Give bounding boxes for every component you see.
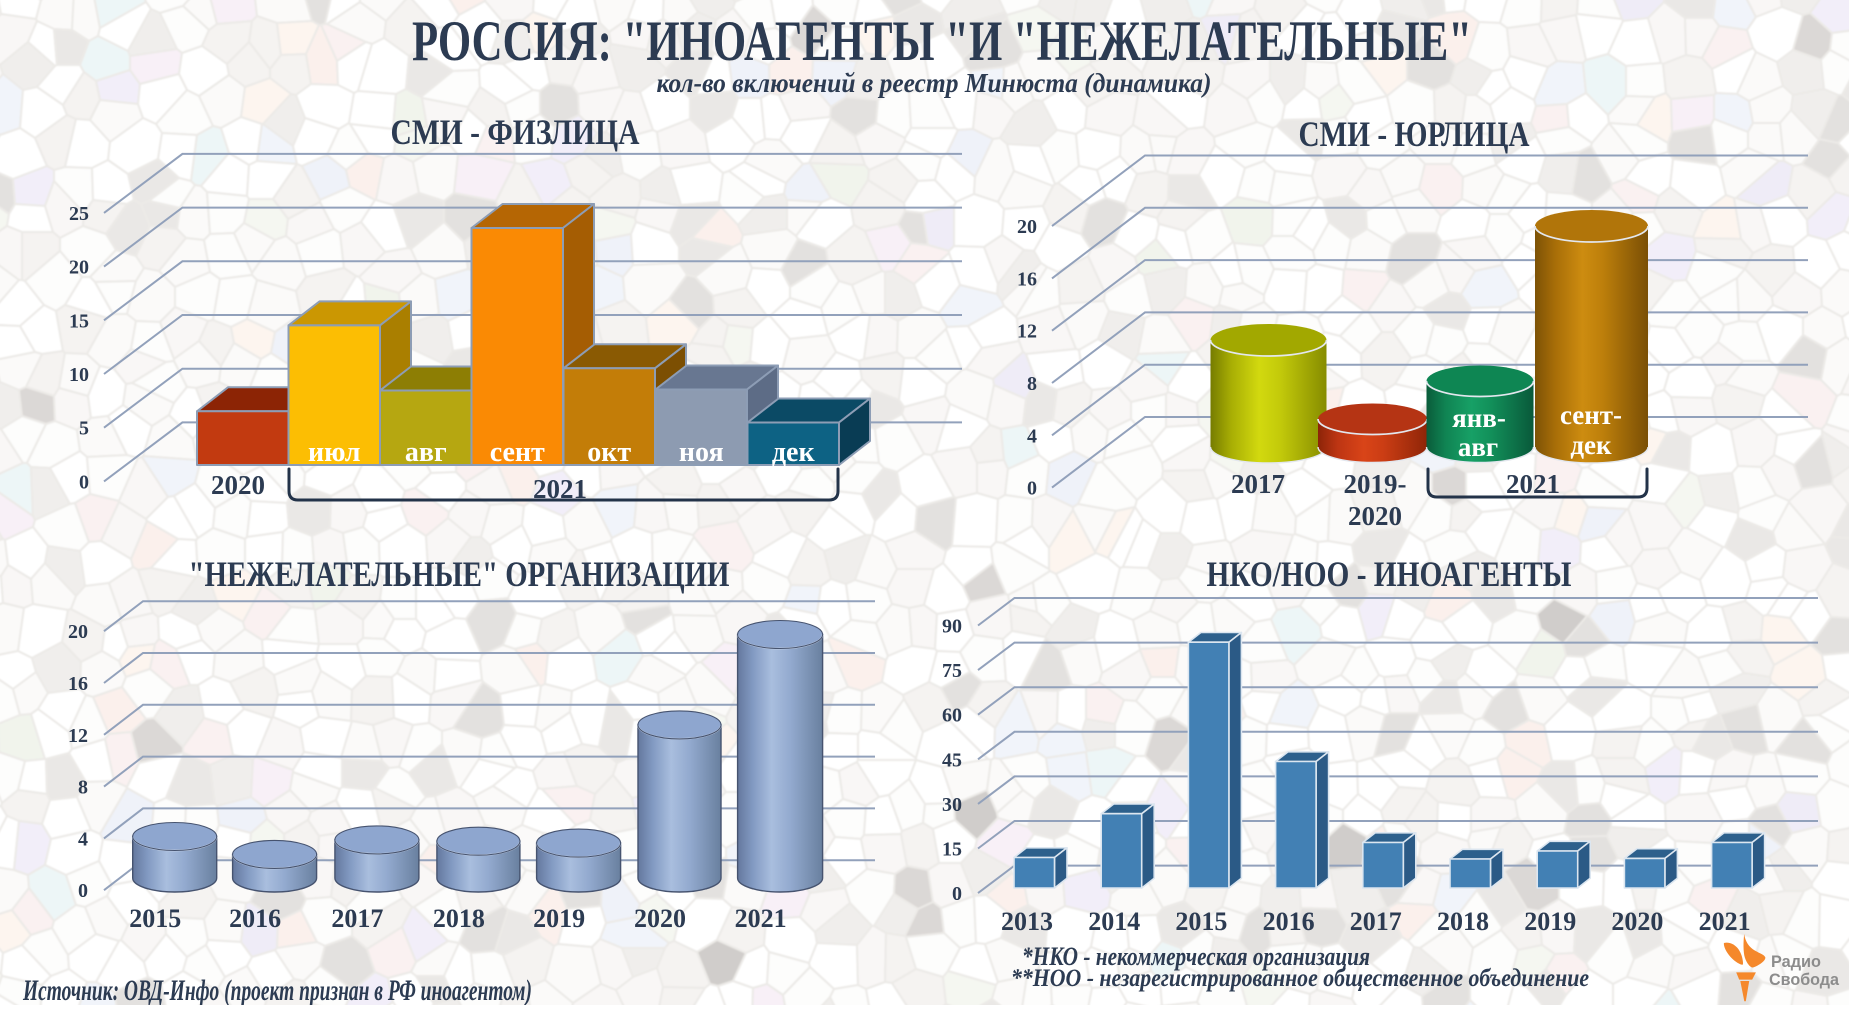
svg-text:2019: 2019: [533, 904, 585, 933]
svg-text:2020: 2020: [1611, 907, 1663, 936]
svg-text:20: 20: [1017, 216, 1037, 238]
svg-text:2015: 2015: [129, 904, 181, 933]
svg-text:25: 25: [69, 203, 89, 225]
svg-text:2017: 2017: [331, 904, 383, 933]
svg-text:45: 45: [942, 749, 962, 771]
svg-text:16: 16: [68, 673, 88, 695]
svg-text:2020: 2020: [211, 470, 265, 500]
svg-text:16: 16: [1017, 268, 1037, 290]
svg-text:5: 5: [79, 418, 89, 440]
svg-text:дек: дек: [1570, 430, 1612, 460]
svg-text:20: 20: [68, 621, 88, 643]
svg-text:8: 8: [78, 777, 88, 799]
svg-text:90: 90: [942, 616, 962, 638]
svg-text:**НОО - незарегистрированное о: **НОО - незарегистрированное общественно…: [1011, 965, 1589, 992]
svg-text:2016: 2016: [1263, 907, 1315, 936]
svg-text:4: 4: [1027, 425, 1037, 447]
svg-text:НКО/НОО - ИНОАГЕНТЫ: НКО/НОО - ИНОАГЕНТЫ: [1207, 554, 1572, 594]
svg-text:20: 20: [69, 257, 89, 279]
svg-text:2016: 2016: [229, 904, 281, 933]
svg-text:ноя: ноя: [679, 437, 724, 468]
svg-text:2018: 2018: [433, 904, 485, 933]
svg-text:2015: 2015: [1175, 907, 1227, 936]
svg-text:Источник: ОВД-Инфо (проект при: Источник: ОВД-Инфо (проект признан в РФ …: [22, 974, 532, 1005]
svg-text:сент-: сент-: [1560, 400, 1622, 430]
svg-text:15: 15: [942, 839, 962, 861]
svg-text:2017: 2017: [1231, 469, 1285, 499]
svg-text:РОССИЯ: "ИНОАГЕНТЫ "И "НЕЖЕЛАТ: РОССИЯ: "ИНОАГЕНТЫ "И "НЕЖЕЛАТЕЛЬНЫЕ": [412, 10, 1472, 73]
svg-text:12: 12: [68, 725, 88, 747]
svg-text:2019: 2019: [1524, 907, 1576, 936]
svg-text:0: 0: [1027, 478, 1037, 500]
svg-text:сент: сент: [490, 437, 545, 468]
svg-text:75: 75: [942, 660, 962, 682]
svg-text:15: 15: [69, 310, 89, 332]
svg-text:2020: 2020: [634, 904, 686, 933]
svg-text:2013: 2013: [1001, 907, 1053, 936]
svg-text:авг: авг: [405, 437, 447, 468]
svg-text:4: 4: [78, 828, 88, 850]
svg-text:0: 0: [79, 471, 89, 493]
svg-text:10: 10: [69, 364, 89, 386]
svg-text:2021: 2021: [735, 904, 787, 933]
svg-text:2020: 2020: [1348, 501, 1402, 531]
svg-text:*НКО - некоммерческая организа: *НКО - некоммерческая организация: [1022, 942, 1370, 971]
svg-text:0: 0: [952, 883, 962, 905]
svg-text:2021: 2021: [533, 474, 587, 504]
svg-text:СМИ - ЮРЛИЦА: СМИ - ЮРЛИЦА: [1299, 114, 1530, 154]
svg-text:2017: 2017: [1350, 907, 1402, 936]
svg-text:"НЕЖЕЛАТЕЛЬНЫЕ" ОРГАНИЗАЦИИ: "НЕЖЕЛАТЕЛЬНЫЕ" ОРГАНИЗАЦИИ: [189, 554, 730, 594]
svg-text:30: 30: [942, 794, 962, 816]
svg-text:8: 8: [1027, 373, 1037, 395]
svg-text:кол-во включений в реестр Миню: кол-во включений в реестр Минюста (динам…: [657, 68, 1212, 98]
svg-text:окт: окт: [587, 437, 631, 468]
svg-text:2014: 2014: [1088, 907, 1140, 936]
svg-text:июл: июл: [308, 437, 361, 468]
svg-text:авг: авг: [1458, 432, 1498, 462]
svg-text:0: 0: [78, 880, 88, 902]
svg-text:СМИ - ФИЗЛИЦА: СМИ - ФИЗЛИЦА: [391, 112, 640, 152]
svg-text:Радио: Радио: [1771, 952, 1821, 971]
svg-text:янв-: янв-: [1452, 403, 1506, 433]
svg-text:дек: дек: [772, 437, 816, 468]
svg-text:Свобода: Свобода: [1769, 970, 1840, 989]
svg-text:60: 60: [942, 705, 962, 727]
svg-text:2021: 2021: [1699, 907, 1751, 936]
svg-text:2018: 2018: [1437, 907, 1489, 936]
svg-text:2019-: 2019-: [1344, 469, 1407, 499]
svg-text:2021: 2021: [1506, 469, 1560, 499]
svg-text:12: 12: [1017, 321, 1037, 343]
